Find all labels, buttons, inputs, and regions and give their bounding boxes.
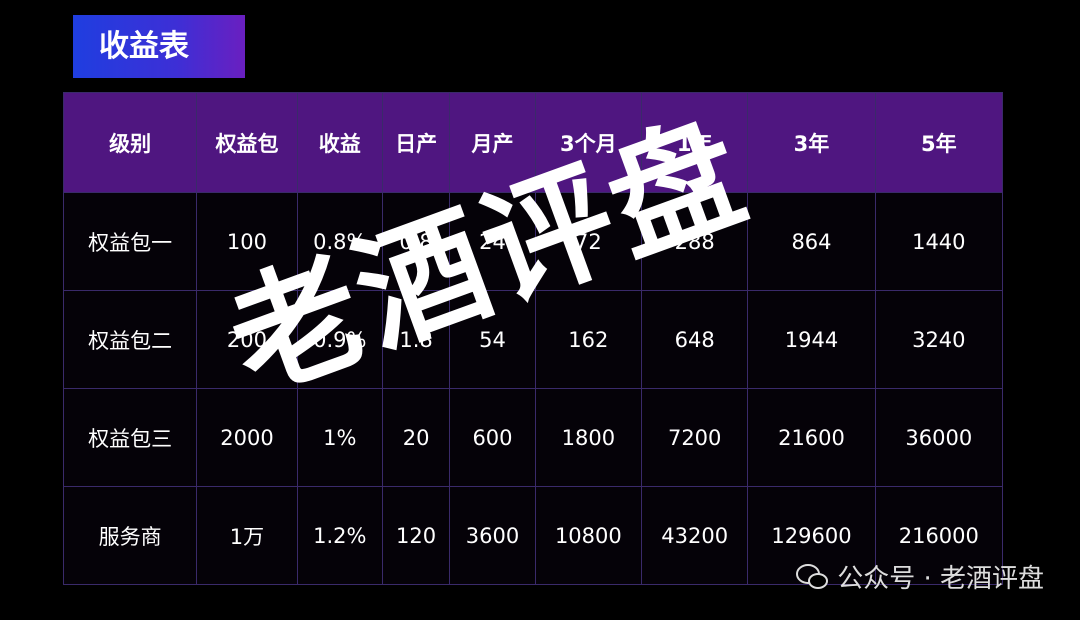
table-cell: 24 [449,192,536,291]
header-cell: 日产 [381,92,451,193]
table-cell: 162 [534,290,643,389]
table-cell: 服务商 [62,486,198,585]
title: 收益表 [73,15,245,78]
table-cell: 288 [641,192,749,291]
table-cell: 100 [196,192,298,291]
table-cell: 129600 [747,486,876,585]
table-cell: 600 [449,388,536,487]
table-cell: 200 [196,290,298,389]
table-cell: 43200 [641,486,749,585]
table-cell: 1800 [534,388,643,487]
footer: 公众号 · 老酒评盘 [795,558,1044,595]
table-row: 服务商 1万 1.2% 120 3600 10800 43200 129600 216000 [62,486,1004,585]
table-cell: 216000 [874,486,1004,585]
table-cell: 1944 [747,290,876,389]
header-cell: 1年 [641,92,749,193]
table-cell: 648 [641,290,749,389]
table-cell: 10800 [534,486,643,585]
table-cell: 1万 [196,486,298,585]
header-cell: 月产 [449,92,536,193]
footer-text: 公众号 · 老酒评盘 [837,564,1044,594]
table-body: 权益包一 100 0.8% 0.8 24 72 288 864 1440 权益包二 200 0.9% 1… [62,192,1004,585]
table-cell: 21600 [747,388,876,487]
header-cell: 3年 [747,92,876,193]
table-cell: 20 [381,388,451,487]
table-row: 权益包一 100 0.8% 0.8 24 72 288 864 1440 [62,192,1004,291]
table-cell: 1.2% [296,486,383,585]
header-cell: 收益 [296,92,383,193]
table-cell: 1.8 [381,290,451,389]
table-cell: 0.8% [296,192,383,291]
header-row: 级别 权益包 收益 日产 月产 3个月 1年 3年 5年 [62,92,1004,193]
table-cell: 3240 [874,290,1004,389]
header-cell: 权益包 [196,92,298,193]
table-cell: 0.8 [381,192,451,291]
table-cell: 864 [747,192,876,291]
header-cell: 5年 [874,92,1004,193]
table-cell: 3600 [449,486,536,585]
table-cell: 54 [449,290,536,389]
table-row: 权益包二 200 0.9% 1.8 54 162 648 1944 3240 [62,290,1004,389]
table-cell: 1% [296,388,383,487]
table-cell: 36000 [874,388,1004,487]
table-row: 权益包三 2000 1% 20 600 1800 7200 21600 36000 [62,388,1004,487]
table-cell: 2000 [196,388,298,487]
table-cell: 权益包一 [62,192,198,291]
table-cell: 权益包二 [62,290,198,389]
wechat-icon [796,563,829,589]
table-cell: 7200 [641,388,749,487]
table-cell: 120 [381,486,451,585]
revenue-table: 级别 权益包 收益 日产 月产 3个月 1年 3年 5年 权益包一 100 0.8% 0.8 24 72 2… [62,92,1004,585]
header-cell: 级别 [62,92,198,193]
table-cell: 1440 [874,192,1004,291]
table-cell: 0.9% [296,290,383,389]
header-cell: 3个月 [534,92,643,193]
table-cell: 权益包三 [62,388,198,487]
